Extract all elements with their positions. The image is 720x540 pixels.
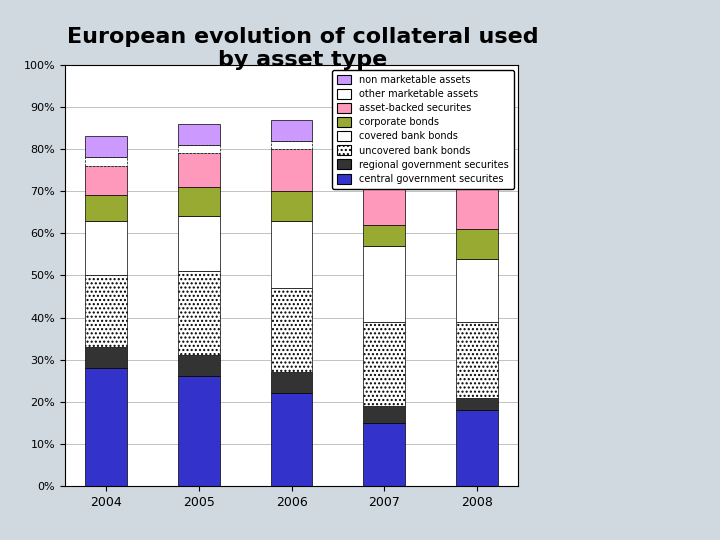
Bar [86, 347, 127, 368]
Bar [364, 132, 405, 140]
Bar [86, 166, 127, 195]
Bar [178, 153, 220, 187]
Bar [364, 140, 405, 225]
Legend: non marketable assets, other marketable assets, asset-backed securites, corporat: non marketable assets, other marketable … [332, 70, 513, 188]
Bar [456, 397, 498, 410]
Bar [364, 322, 405, 406]
Bar [178, 124, 220, 145]
Bar [86, 195, 127, 221]
Bar [271, 119, 312, 140]
Bar [86, 221, 127, 275]
Bar [364, 423, 405, 486]
Bar [456, 137, 498, 145]
Bar [178, 376, 220, 486]
Bar [364, 406, 405, 423]
Bar [364, 246, 405, 322]
Text: European evolution of collateral used
by asset type: European evolution of collateral used by… [66, 27, 539, 70]
Bar [86, 158, 127, 166]
Bar [86, 275, 127, 347]
Bar [86, 368, 127, 486]
Bar [456, 259, 498, 322]
Bar [178, 187, 220, 217]
Bar [456, 145, 498, 229]
Bar [456, 229, 498, 259]
Bar [271, 149, 312, 191]
Bar [178, 355, 220, 376]
Bar [271, 140, 312, 149]
Bar [178, 217, 220, 271]
Bar [456, 410, 498, 486]
Bar [271, 393, 312, 486]
Bar [271, 191, 312, 221]
Bar [456, 322, 498, 397]
Bar [271, 288, 312, 372]
Bar [178, 271, 220, 355]
Bar [364, 98, 405, 132]
Bar [364, 225, 405, 246]
Bar [178, 145, 220, 153]
Bar [271, 372, 312, 393]
Bar [86, 137, 127, 158]
Bar [271, 221, 312, 288]
Bar [456, 94, 498, 137]
